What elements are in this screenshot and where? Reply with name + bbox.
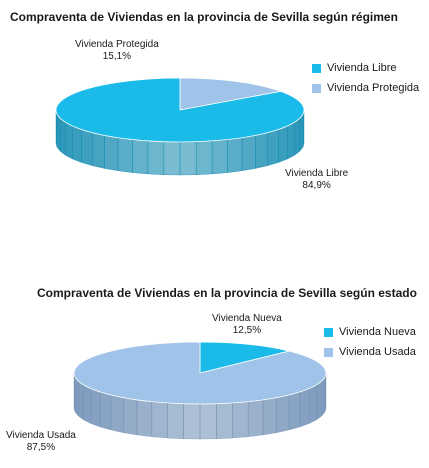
label-name: Vivienda Libre (285, 168, 349, 179)
label-value: 12,5% (232, 325, 262, 336)
pie-side-vivienda-libre (72, 125, 82, 163)
pie-slice-vivienda-libre (55, 77, 305, 143)
pie-side-vivienda-libre (241, 135, 256, 171)
pie-side-vivienda-usada (90, 388, 101, 428)
label-name: Vivienda Nueva (212, 313, 282, 324)
pie-side-vivienda-usada (248, 399, 264, 437)
label-value: 87,5% (26, 442, 56, 453)
pie-side-vivienda-libre (60, 117, 66, 156)
pie-side-vivienda-usada (199, 403, 217, 440)
pie-side-vivienda-libre (227, 137, 243, 173)
pie-side-vivienda-libre (55, 109, 58, 148)
pie-chart-regimen (55, 77, 305, 176)
pie-side-vivienda-usada (78, 380, 84, 421)
pie-side-vivienda-usada (151, 401, 168, 439)
legend-label: Vivienda Libre (327, 62, 397, 74)
pie-side-vivienda-libre (132, 139, 149, 175)
pie-side-vivienda-usada (183, 403, 201, 440)
pie-side-vivienda-usada (321, 376, 326, 417)
label-value: 15,1% (102, 51, 132, 62)
pie-side-vivienda-libre (287, 121, 295, 160)
pie-side-vivienda-usada (232, 401, 249, 439)
legend-item-libre: Vivienda Libre (312, 58, 419, 78)
pie-side-vivienda-libre (147, 140, 165, 175)
label-vivienda-usada: Vivienda Usada 87,5% (6, 430, 76, 454)
chart-title: Compraventa de Viviendas en la provincia… (37, 286, 417, 300)
chart-regimen: Compraventa de Viviendas en la provincia… (0, 0, 429, 230)
pie-side-vivienda-libre (117, 137, 133, 173)
pie-side-vivienda-usada (99, 391, 112, 431)
pie-side-vivienda-usada (167, 402, 184, 439)
pie-side-vivienda-libre (65, 121, 73, 160)
chart-title: Compraventa de Viviendas en la provincia… (10, 10, 398, 24)
pie-side-vivienda-libre (195, 140, 213, 175)
pie-side-vivienda-libre (299, 113, 304, 152)
pie-side-vivienda-usada (288, 391, 301, 431)
pie-side-vivienda-libre (179, 141, 197, 176)
pie-side-vivienda-usada (216, 402, 233, 439)
pie-side-vivienda-usada (110, 394, 124, 433)
label-vivienda-nueva: Vivienda Nueva 12,5% (212, 313, 282, 337)
pie-side-vivienda-libre (211, 139, 228, 175)
pie-side-vivienda-libre (255, 132, 268, 169)
label-value: 84,9% (302, 180, 331, 191)
pie-side-vivienda-usada (308, 384, 317, 424)
pie-side-vivienda-libre (56, 113, 61, 152)
pie-side-vivienda-libre (81, 129, 93, 166)
pie-side-vivienda-libre (278, 125, 288, 163)
pie-side-vivienda-libre (163, 141, 181, 176)
legend-label: Vivienda Nueva (339, 326, 416, 338)
legend-item-usada: Vivienda Usada (324, 342, 416, 362)
pie-side-vivienda-usada (316, 380, 322, 421)
label-vivienda-libre: Vivienda Libre 84,9% (285, 168, 348, 192)
legend-swatch (312, 83, 321, 93)
label-vivienda-protegida: Vivienda Protegida 15,1% (75, 39, 159, 63)
pie-side-vivienda-usada (73, 372, 76, 413)
legend-swatch (324, 327, 333, 337)
pie-side-vivienda-usada (74, 376, 79, 417)
pie-side-vivienda-libre (267, 129, 279, 166)
pie-slice-vivienda-usada (73, 341, 327, 405)
pie-side-vivienda-libre (294, 117, 300, 156)
chart-estado: Compraventa de Viviendas en la provincia… (0, 280, 429, 468)
pie-slice-vivienda-protegida (179, 77, 283, 111)
legend-item-nueva: Vivienda Nueva (324, 322, 416, 342)
legend-label: Vivienda Usada (339, 346, 416, 358)
legend-swatch (324, 347, 333, 357)
pie-side-vivienda-usada (83, 384, 92, 424)
pie-side-vivienda-usada (276, 394, 290, 433)
pie-side-vivienda-usada (262, 397, 277, 436)
label-name: Vivienda Usada (6, 430, 76, 441)
pie-chart-estado (73, 341, 327, 440)
pie-side-vivienda-usada (136, 399, 152, 437)
pie-slice-vivienda-nueva (199, 341, 290, 374)
legend-label: Vivienda Protegida (327, 82, 420, 94)
legend: Vivienda Libre Vivienda Protegida (312, 58, 419, 98)
pie-side-vivienda-libre (92, 132, 105, 169)
pie-side-vivienda-libre (104, 135, 119, 171)
legend: Vivienda Nueva Vivienda Usada (324, 322, 416, 362)
pie-side-vivienda-usada (299, 388, 310, 428)
legend-item-protegida: Vivienda Protegida (312, 78, 419, 98)
legend-swatch (312, 63, 321, 73)
pie-side-vivienda-usada (123, 397, 138, 436)
label-name: Vivienda Protegida (75, 39, 159, 50)
